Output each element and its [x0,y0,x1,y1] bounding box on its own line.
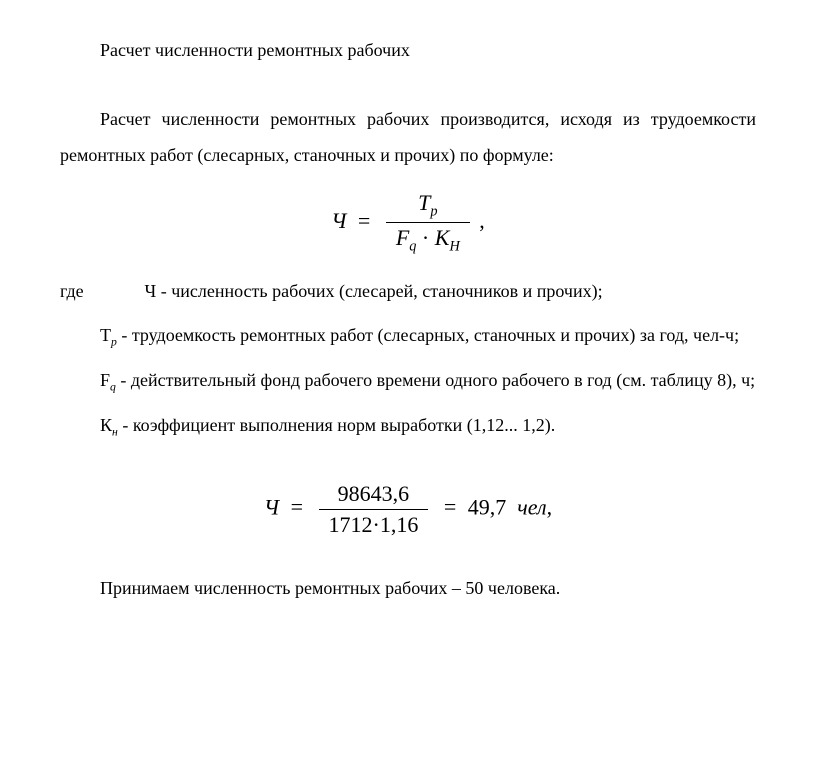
numerator-sub: р [430,203,437,219]
calc-left-var: Ч [264,494,279,519]
formula-fraction: Tр Fq · KН [386,188,470,258]
where-label: где [60,273,140,309]
formula-numerator: Tр [386,188,470,223]
def-tp-line: Тр - трудоемкость ремонтных работ (слеса… [60,317,756,354]
formula-denominator: Fq · KН [386,223,470,257]
calc-denom-left: 1712 [329,512,373,537]
page-title: Расчет численности ремонтных рабочих [60,40,756,61]
calc-comma: , [547,494,553,519]
calc-equals1: = [291,494,303,519]
calc-result-value: 49,7 [468,494,507,519]
conclusion-paragraph: Принимаем численность ремонтных рабочих … [60,570,756,606]
def-kn-line: Кн - коэффициент выполнения норм выработ… [60,407,756,444]
def-fq-text: - действительный фонд рабочего времени о… [116,370,755,390]
denom-right-var: K [435,225,450,250]
denom-left-sub: q [409,239,416,255]
def-kn-var: К [100,415,112,435]
denom-dot: · [422,225,429,250]
def-ch: Ч - численность рабочих (слесарей, стано… [145,281,603,301]
where-ch-line: где Ч - численность рабочих (слесарей, с… [60,273,756,309]
def-kn-text: - коэффициент выполнения норм выработки … [118,415,555,435]
denom-left-var: F [396,225,409,250]
calc-unit-text: чел [517,494,546,519]
formula-left-var: Ч [331,208,346,233]
formula-calculation: Ч = 98643,6 1712·1,16 = 49,7 чел, [60,479,756,540]
calc-equals2: = [444,494,456,519]
def-tp-var: Т [100,325,111,345]
denom-right-sub: Н [449,239,459,255]
def-tp-text: - трудоемкость ремонтных работ (слесарны… [117,325,739,345]
def-fq-var: F [100,370,110,390]
def-fq-line: Fq - действительный фонд рабочего времен… [60,362,756,399]
calc-numerator: 98643,6 [319,479,429,510]
equals-sign: = [358,208,370,233]
intro-paragraph: Расчет численности ремонтных рабочих про… [60,101,756,173]
calc-denom-right: 1,16 [380,512,419,537]
formula-comma: , [479,208,485,233]
calc-denom-dot: · [373,512,380,537]
calc-fraction: 98643,6 1712·1,16 [319,479,429,540]
numerator-var: T [418,190,430,215]
calc-denominator: 1712·1,16 [319,510,429,540]
formula-definition: Ч = Tр Fq · KН , [60,188,756,258]
